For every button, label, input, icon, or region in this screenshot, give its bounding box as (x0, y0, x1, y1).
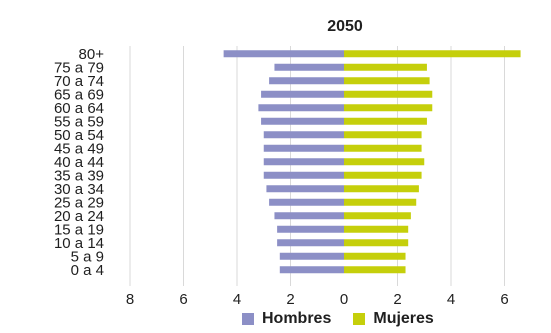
y-tick-label: 30 a 34 (54, 181, 104, 198)
bar-hombres (223, 50, 344, 58)
bar-mujeres (344, 50, 521, 58)
bar-mujeres (344, 131, 422, 139)
y-tick-label: 25 a 29 (54, 194, 104, 211)
x-axis-labels: 8 6 4 2 0 2 4 6 (126, 291, 509, 308)
legend-item-hombres: Hombres (242, 310, 331, 328)
y-tick-label: 15 a 19 (54, 221, 104, 238)
x-tick-label: 6 (179, 291, 187, 308)
y-tick-label: 80+ (79, 46, 105, 63)
x-tick-label: 6 (500, 291, 508, 308)
bar-hombres (279, 266, 344, 274)
bars (223, 50, 521, 274)
bar-hombres (277, 239, 344, 247)
y-tick-label: 50 a 54 (54, 127, 104, 144)
bar-hombres (279, 252, 344, 260)
legend-label-mujeres: Mujeres (373, 310, 434, 327)
bar-hombres (274, 212, 344, 220)
legend: Hombres Mujeres (242, 310, 456, 328)
x-tick-label: 4 (447, 291, 455, 308)
y-tick-label: 5 a 9 (71, 248, 104, 265)
x-tick-label: 2 (393, 291, 401, 308)
x-tick-label: 8 (126, 291, 134, 308)
x-tick-label: 2 (286, 291, 294, 308)
bar-hombres (269, 198, 344, 206)
bar-mujeres (344, 90, 433, 98)
legend-swatch-mujeres (353, 313, 366, 325)
bar-mujeres (344, 117, 427, 125)
bar-hombres (263, 131, 344, 139)
bar-mujeres (344, 225, 409, 233)
y-tick-label: 10 a 14 (54, 235, 104, 252)
bar-hombres (269, 77, 344, 85)
bar-hombres (263, 144, 344, 152)
x-tick-label: 0 (340, 291, 348, 308)
legend-label-hombres: Hombres (262, 310, 332, 327)
y-tick-label: 55 a 59 (54, 113, 104, 130)
y-tick-label: 70 a 74 (54, 73, 104, 90)
bar-hombres (277, 225, 344, 233)
bar-mujeres (344, 185, 419, 193)
bar-hombres (258, 104, 344, 112)
x-tick-label: 4 (233, 291, 241, 308)
bar-mujeres (344, 144, 422, 152)
grid-lines (129, 46, 505, 286)
bar-hombres (261, 90, 344, 98)
y-tick-label: 0 a 4 (71, 262, 104, 279)
y-tick-label: 60 a 64 (54, 100, 104, 117)
y-tick-label: 20 a 24 (54, 208, 104, 225)
y-tick-label: 65 a 69 (54, 86, 104, 103)
bar-mujeres (344, 252, 406, 260)
legend-swatch-hombres (242, 313, 254, 325)
bar-mujeres (344, 198, 417, 206)
y-tick-label: 35 a 39 (54, 167, 104, 184)
y-tick-label: 40 a 44 (54, 154, 104, 171)
bar-hombres (274, 63, 344, 71)
bar-mujeres (344, 212, 411, 220)
bar-hombres (263, 171, 344, 179)
bar-hombres (266, 185, 344, 193)
y-tick-label: 45 a 49 (54, 140, 104, 157)
chart-title: 2050 (327, 18, 363, 35)
bar-mujeres (344, 77, 430, 85)
bar-hombres (263, 158, 344, 166)
y-tick-label: 75 a 79 (54, 59, 104, 76)
bar-mujeres (344, 239, 409, 247)
legend-item-mujeres: Mujeres (353, 310, 434, 328)
bar-mujeres (344, 158, 425, 166)
bar-hombres (261, 117, 344, 125)
bar-mujeres (344, 266, 406, 274)
bar-mujeres (344, 104, 433, 112)
bar-mujeres (344, 171, 422, 179)
bar-mujeres (344, 63, 427, 71)
